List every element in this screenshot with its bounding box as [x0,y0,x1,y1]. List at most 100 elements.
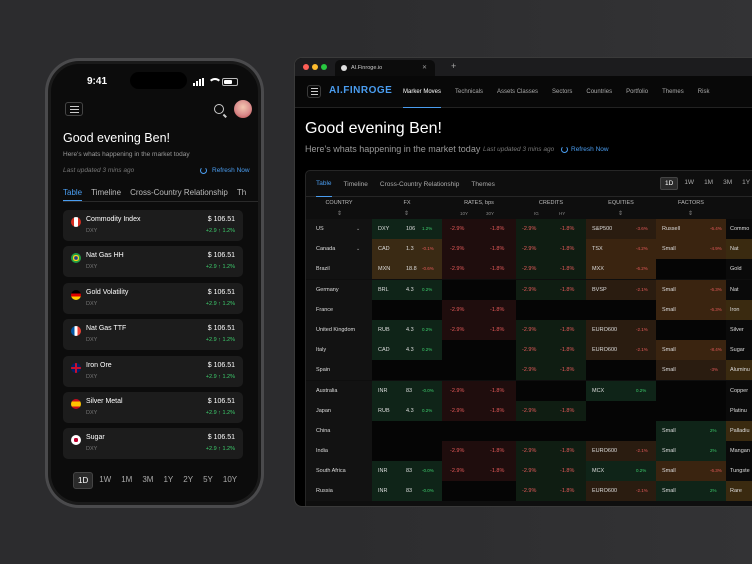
range-5y[interactable]: 5Y [203,475,213,484]
item-sub: DXY [86,409,98,416]
range-3m[interactable]: 3M [723,179,733,186]
range-1m[interactable]: 1M [704,179,714,186]
cell-eq-bg [586,319,656,340]
nav-technicals[interactable]: Technicals [455,89,484,95]
cell-fx-change: -0.0% [422,488,434,494]
tab-themes[interactable]: Themes [471,180,495,188]
list-item[interactable]: Iron Ore DXY $ 106.51 +2.9 ↑ 1.2% [63,355,243,387]
nav-countries[interactable]: Countries [586,89,613,95]
sort-icon[interactable]: ⇕ [404,211,410,217]
tab-table[interactable]: Table [63,188,83,201]
item-change: +2.9 ↑ 1.2% [205,264,235,271]
cell-fac-bg [656,441,726,462]
range-1m[interactable]: 1M [121,475,133,484]
nav-marker-moves[interactable]: Marker Moves [403,76,442,108]
cell-fx-change: 1.2% [422,226,433,231]
cell-rates-bg [442,380,516,401]
range-1w[interactable]: 1W [684,179,695,186]
status-bar: 9:41 [51,72,258,90]
sort-icon[interactable]: ⇕ [618,211,624,217]
browser-window: AI.Finroge.io ✕ + AI.FINROGE Marker Move… [294,57,752,507]
cell-eq-name: S&P500 [592,226,613,232]
maximize-window-icon[interactable] [321,64,327,70]
tab-cross-country[interactable]: Cross-Country Relationship [130,188,228,197]
nav-themes[interactable]: Themes [662,89,684,95]
cell-credits-bg [516,441,586,462]
japan-flag-icon [71,435,81,446]
list-item[interactable]: Gold Volatility DXY $ 106.51 +2.9 ↑ 1.2% [63,282,243,314]
cell-credit-ig: -2.9% [522,468,537,475]
cell-fac-change: -3% [710,367,719,373]
range-3m[interactable]: 3M [142,475,154,484]
cell-country: Canada [306,239,372,260]
cell-country: South Africa [306,461,372,482]
cell-credits-bg [516,319,586,340]
list-item[interactable]: Nat Gas HH DXY $ 106.51 +2.9 ↑ 1.2% [63,246,243,278]
range-1y[interactable]: 1Y [163,475,174,484]
uk-flag-icon [71,362,81,373]
cell-com-bg [726,461,752,482]
refresh-icon[interactable] [200,167,207,174]
chevron-down-icon[interactable]: ⌄ [356,246,361,253]
cell-credit-ig: -2.9% [522,407,537,414]
search-icon[interactable] [214,104,224,114]
cell-rates-bg [442,319,516,340]
sort-icon[interactable]: ⇕ [688,211,694,217]
new-tab-icon[interactable]: + [451,61,457,71]
cell-rate-30y: -1.8% [490,407,505,414]
item-name: Sugar [86,434,105,442]
cell-fx-value: 106 [406,226,416,232]
cell-fx-value: 83 [406,468,413,475]
tab-timeline[interactable]: Timeline [343,180,368,188]
refresh-link[interactable]: Refresh Now [571,146,609,153]
header-fx: FX [403,200,411,206]
market-table-panel: Table Timeline Cross-Country Relationship T… [305,170,752,506]
close-window-icon[interactable] [303,64,309,70]
nav-sectors[interactable]: Sectors [552,89,573,95]
item-change: +2.9 ↑ 1.2% [205,300,235,307]
time-range-selector: 1D 1W 1M 3M 1Y [660,177,752,190]
nav-risk[interactable]: Risk [697,89,710,95]
cell-credits-bg [516,279,586,300]
cell-fac-bg [656,279,726,300]
refresh-link[interactable]: Refresh Now [212,167,250,174]
tab-cross-country-relationship[interactable]: Cross-Country Relationship [379,180,460,188]
cell-eq-bg [586,420,656,441]
tab-timeline[interactable]: Timeline [91,188,122,197]
refresh-icon[interactable] [561,146,568,153]
close-tab-icon[interactable]: ✕ [421,65,427,71]
chevron-down-icon[interactable]: ⌄ [356,226,361,232]
sort-icon[interactable]: ⇕ [337,211,343,217]
cell-commodity: Aluminu [730,367,750,374]
item-price: $ 106.51 [207,252,235,260]
hamburger-menu-icon[interactable] [65,102,83,116]
avatar[interactable] [234,100,252,118]
item-sub: DXY [86,337,98,344]
cell-eq-name: MXX [592,266,604,273]
range-1y[interactable]: 1Y [742,179,751,186]
nav-portfolio[interactable]: Portfolio [626,89,649,95]
browser-tab[interactable]: AI.Finroge.io ✕ [335,60,435,76]
header-credits-hy: HY [559,211,566,216]
cell-fac-bg [656,219,726,239]
minimize-window-icon[interactable] [312,64,318,70]
list-item[interactable]: Silver Metal DXY $ 106.51 +2.9 ↑ 1.2% [63,391,243,423]
range-10y[interactable]: 10Y [222,475,238,484]
range-1d[interactable]: 1D [73,472,94,489]
tab-themes[interactable]: Th [236,188,247,197]
list-item[interactable]: Nat Gas TTF DXY $ 106.51 +2.9 ↑ 1.2% [63,319,243,351]
item-change: +2.9 ↑ 1.2% [205,337,235,344]
nav-assets-classes[interactable]: Assets Classes [497,89,539,95]
logo[interactable]: AI.FINROGE [329,85,393,96]
range-1w[interactable]: 1W [99,475,112,484]
list-item[interactable]: Commodity Index DXY $ 106.51 +2.9 ↑ 1.2% [63,210,243,241]
range-1d[interactable]: 1D [660,177,679,190]
hamburger-menu-icon[interactable] [307,85,321,98]
cell-fac-bg [656,239,726,260]
cell-fx-code: MXN [378,266,391,273]
tab-table[interactable]: Table [316,171,332,197]
list-item[interactable]: Sugar DXY $ 106.51 +2.9 ↑ 1.2% [63,428,243,460]
range-2y[interactable]: 2Y [183,475,194,484]
cell-fac-name: Small stocks [662,246,678,272]
cell-fx-code: BRL [378,286,389,293]
